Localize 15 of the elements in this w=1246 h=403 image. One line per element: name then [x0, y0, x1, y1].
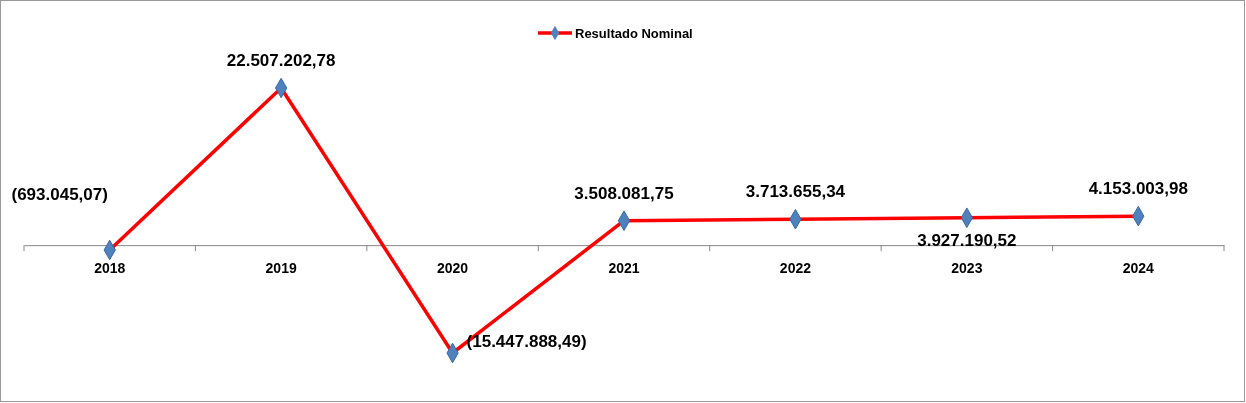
data-label: 3.508.081,75 — [574, 183, 674, 203]
data-label: 22.507.202,78 — [226, 51, 336, 70]
x-tick-label: 2021 — [608, 260, 640, 277]
x-tick-label: 2018 — [94, 260, 126, 277]
data-label: 3.927.190,52 — [917, 230, 1017, 250]
x-tick-label: 2022 — [779, 260, 812, 277]
x-tick-label: 2023 — [951, 260, 983, 277]
data-label: 3.713.655,34 — [745, 182, 846, 202]
x-tick-label: 2020 — [436, 260, 469, 277]
data-label: (15.447.888,49) — [466, 332, 587, 351]
legend-label: Resultado Nominal — [575, 26, 693, 41]
data-label: 4.153.003,98 — [1088, 179, 1188, 199]
x-tick-label: 2024 — [1122, 260, 1155, 277]
x-tick-label: 2019 — [265, 260, 297, 277]
data-label: (693.045,07) — [11, 184, 108, 204]
